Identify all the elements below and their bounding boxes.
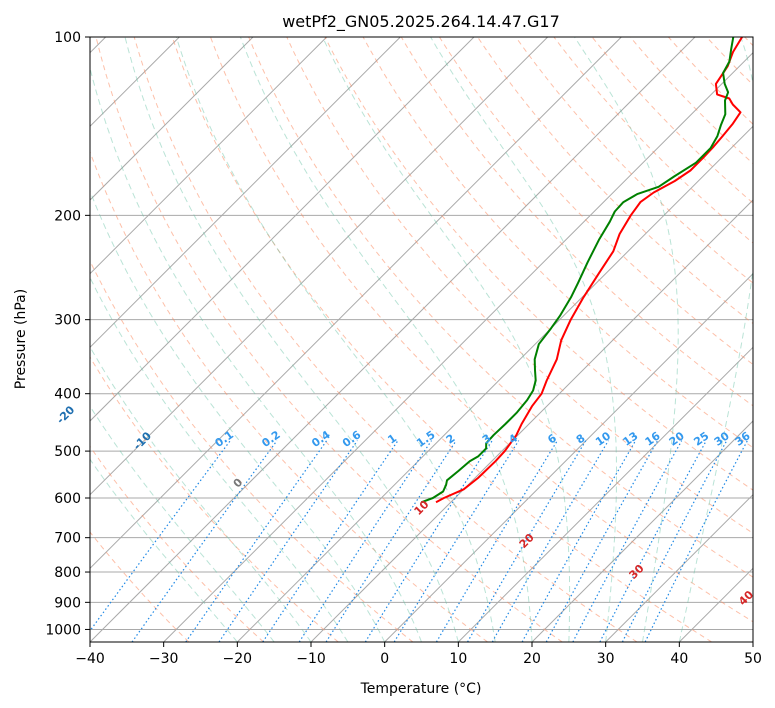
x-tick-label: 50 <box>744 651 762 667</box>
x-tick-label: −20 <box>223 651 253 667</box>
x-tick-label: 0 <box>380 651 389 667</box>
moist-adiabat-line <box>430 37 617 642</box>
x-axis-label: Temperature (°C) <box>360 681 482 697</box>
isotherm-line <box>163 51 753 642</box>
y-tick-label: 600 <box>54 491 81 507</box>
mixing-ratio-line <box>298 440 432 642</box>
x-tick-label: 10 <box>449 651 467 667</box>
y-tick-label: 400 <box>54 387 81 403</box>
isotherm-line <box>90 37 622 570</box>
dry-adiabat-line <box>95 37 563 642</box>
dry-adiabat-line <box>90 445 264 642</box>
profile-lines <box>420 37 743 504</box>
y-tick-label: 100 <box>54 30 81 46</box>
x-tick-label: 30 <box>597 651 615 667</box>
moist-adiabat-line <box>678 37 753 642</box>
mixing-ratio-line <box>90 440 231 632</box>
isotherm-line <box>531 420 753 642</box>
mixing-ratio-line <box>572 440 683 642</box>
y-tick-label: 1000 <box>45 622 81 638</box>
isotherm-line <box>90 37 696 642</box>
y-axis-ticks: 100 200 300 400 500 600 700 800 900 1000 <box>45 30 90 638</box>
mixing-ratio-line <box>364 440 493 642</box>
plot-frame <box>89 36 754 643</box>
dry-adiabat-line <box>171 37 712 642</box>
dry-adiabat-line <box>90 356 339 642</box>
mixing-ratio-line <box>218 440 358 642</box>
dry-adiabat-line <box>400 37 753 407</box>
x-tick-label: 20 <box>523 651 541 667</box>
mixing-ratio-line <box>325 440 457 642</box>
dry-adiabat-line <box>90 150 488 642</box>
y-tick-label: 700 <box>54 531 81 547</box>
x-tick-label: −10 <box>296 651 326 667</box>
mixing-ratio-line <box>545 440 659 642</box>
dry-adiabat-line <box>515 37 753 284</box>
isotherm-line <box>384 272 753 642</box>
y-tick-label: 300 <box>54 313 81 329</box>
isotherm-line <box>90 37 328 275</box>
moist-adiabat-line <box>239 37 533 642</box>
moist-adiabat-line <box>90 458 238 642</box>
x-tick-label: −40 <box>75 651 105 667</box>
moist-adiabat-line <box>90 405 275 642</box>
mixing-ratio-line <box>262 440 399 642</box>
mixing-ratio-line <box>185 440 328 642</box>
temperature-profile-line <box>435 37 743 504</box>
moist-adiabat-line <box>90 276 349 642</box>
moist-adiabat-line <box>124 37 459 642</box>
dewpoint-profile-line <box>420 37 735 504</box>
isotherm-line <box>605 493 753 642</box>
x-axis-ticks: −40 −30 −20 −10 0 10 20 30 40 50 <box>75 642 762 667</box>
mixing-ratio-line <box>521 440 637 642</box>
moist-adiabat-line <box>90 345 312 642</box>
x-tick-label: −30 <box>149 651 179 667</box>
moist-adiabat-line <box>322 37 571 642</box>
moist-adiabat-line <box>90 65 422 642</box>
dry-adiabat-line <box>90 531 190 642</box>
dry-adiabat-line <box>133 37 638 642</box>
mixing-ratio-line <box>644 440 748 642</box>
background-lines <box>90 37 753 642</box>
y-tick-label: 200 <box>54 208 81 224</box>
isotherm-line <box>90 37 475 422</box>
isotherm-line <box>90 37 549 496</box>
y-tick-label: 800 <box>54 565 81 581</box>
dry-adiabat-line <box>438 37 753 366</box>
isotherm-line <box>236 125 753 642</box>
y-tick-label: 500 <box>54 444 81 460</box>
dry-adiabat-line <box>90 259 414 642</box>
isotherm-line <box>90 37 254 201</box>
isotherm-line <box>90 37 401 349</box>
dry-adiabat-line <box>210 37 753 623</box>
mixing-ratio-line <box>393 440 520 642</box>
y-tick-label: 900 <box>54 595 81 611</box>
chart-title: wetPf2_GN05.2025.264.14.47.G17 <box>282 12 560 32</box>
dry-adiabat-line <box>286 37 753 534</box>
mixing-ratio-line <box>466 440 587 642</box>
moist-adiabat-line <box>574 37 679 642</box>
dry-adiabat-line <box>248 37 753 578</box>
y-axis-label: Pressure (hPa) <box>13 289 29 389</box>
mixing-ratio-line <box>131 440 278 642</box>
mixing-ratio-line <box>435 440 558 642</box>
x-tick-label: 40 <box>670 651 688 667</box>
isotherm-line <box>457 346 753 642</box>
moist-adiabat-line <box>90 189 386 642</box>
